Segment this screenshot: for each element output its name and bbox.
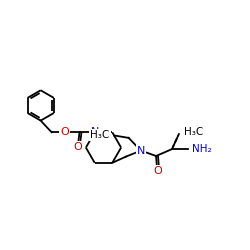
Text: H₃C: H₃C xyxy=(184,127,203,137)
Text: O: O xyxy=(73,142,82,152)
Text: N: N xyxy=(90,127,99,137)
Text: N: N xyxy=(90,127,99,137)
Text: O: O xyxy=(153,166,162,176)
Text: O: O xyxy=(60,127,69,137)
Text: H₃C: H₃C xyxy=(90,130,110,140)
Text: NH₂: NH₂ xyxy=(192,144,212,154)
Text: N: N xyxy=(137,146,145,156)
